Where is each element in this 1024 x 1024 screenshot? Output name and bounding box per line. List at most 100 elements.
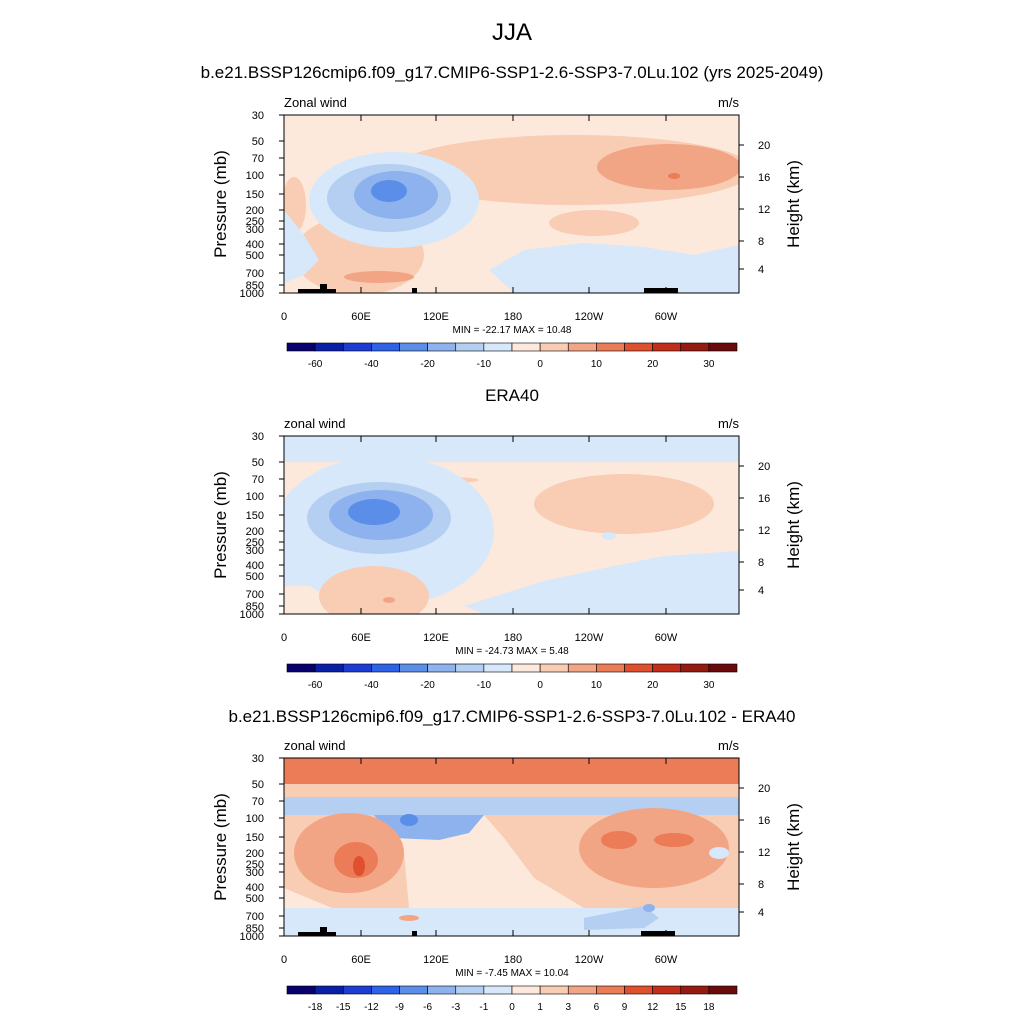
- contour-region: [709, 847, 729, 859]
- x-tick-label: 60E: [351, 954, 371, 966]
- colorbar-box: [708, 663, 738, 673]
- colorbar-label: 6: [594, 1002, 600, 1013]
- colorbar-box: [596, 985, 625, 995]
- y-tick-label: 850: [246, 280, 264, 292]
- y-axis-title: Pressure (mb): [211, 793, 230, 901]
- y-tick-label: 300: [246, 867, 264, 879]
- y-tick-label: 150: [246, 832, 264, 844]
- colorbar-box: [286, 985, 316, 995]
- colorbar-label: -6: [423, 1002, 432, 1013]
- colorbar-label: 20: [647, 359, 659, 370]
- x-tick-label: 180: [504, 311, 522, 323]
- y-tick-label: 400: [246, 882, 264, 894]
- colorbar-label: 0: [537, 680, 543, 691]
- y-tick-label: 70: [252, 153, 264, 165]
- colorbar-label: 20: [647, 680, 659, 691]
- colorbar-label: 1: [537, 1002, 543, 1013]
- y-tick-label: 850: [246, 923, 264, 935]
- y-tick-label: 1000: [240, 609, 264, 621]
- colorbar-box: [455, 985, 485, 995]
- contour-region: [489, 243, 739, 293]
- variable-label: zonal wind: [284, 738, 345, 753]
- min-max-stats: MIN = -24.73 MAX = 5.48: [455, 646, 569, 657]
- colorbar-label: -10: [477, 680, 492, 691]
- contour-region: [348, 499, 400, 525]
- x-tick-label: 0: [281, 311, 287, 323]
- colorbar-label: 12: [647, 1002, 659, 1013]
- contour-region: [353, 856, 365, 876]
- x-tick-label: 60E: [351, 632, 371, 644]
- panel-1-title: b.e21.BSSP126cmip6.f09_g17.CMIP6-SSP1-2.…: [200, 63, 824, 82]
- plot-area: [284, 115, 739, 293]
- plot-area: [284, 436, 739, 614]
- colorbar-label: 18: [703, 1002, 715, 1013]
- contour-region: [597, 144, 739, 190]
- colorbar-label: -3: [451, 1002, 460, 1013]
- x-tick-label: 120E: [423, 954, 449, 966]
- y-tick-label: 1000: [240, 288, 264, 300]
- x-tick-label: 0: [281, 632, 287, 644]
- y-tick-label: 300: [246, 224, 264, 236]
- plot-area: [284, 758, 739, 936]
- contour-region: [383, 597, 395, 603]
- y-tick-label: 30: [252, 753, 264, 765]
- x-tick-label: 60E: [351, 311, 371, 323]
- y-axis-title: Pressure (mb): [211, 471, 230, 579]
- colorbar-box: [399, 985, 428, 995]
- contour-region: [668, 173, 680, 179]
- y-right-tick-label: 4: [758, 907, 764, 919]
- contour-region: [643, 904, 655, 912]
- contour-region: [464, 551, 739, 614]
- colorbar-box: [708, 985, 738, 995]
- colorbar-box: [483, 985, 513, 995]
- contour-region: [584, 906, 659, 930]
- y-tick-label: 50: [252, 457, 264, 469]
- colorbar-box: [314, 985, 344, 995]
- colorbar-label: -10: [477, 359, 492, 370]
- contour-region: [549, 210, 639, 236]
- y-tick-label: 850: [246, 601, 264, 613]
- y-right-tick-label: 4: [758, 264, 764, 276]
- min-max-stats: MIN = -22.17 MAX = 10.48: [453, 325, 572, 336]
- colorbar-box: [680, 985, 710, 995]
- x-tick-label: 120E: [423, 311, 449, 323]
- y-tick-label: 70: [252, 796, 264, 808]
- colorbar-label: -9: [395, 1002, 404, 1013]
- y-tick-label: 400: [246, 560, 264, 572]
- colorbar-label: -1: [479, 1002, 488, 1013]
- contour-region: [601, 831, 637, 849]
- colorbar-label: 10: [591, 359, 603, 370]
- colorbar-label: -40: [364, 680, 379, 691]
- contour-region: [654, 833, 694, 847]
- y-right-tick-label: 12: [758, 204, 770, 216]
- main-title: JJA: [491, 19, 532, 46]
- variable-label: zonal wind: [284, 416, 345, 431]
- y-tick-label: 50: [252, 136, 264, 148]
- contour-region: [369, 815, 484, 840]
- y-right-tick-label: 20: [758, 783, 770, 795]
- x-tick-label: 60W: [655, 632, 678, 644]
- colorbar-box: [371, 985, 400, 995]
- y-tick-label: 700: [246, 589, 264, 601]
- colorbar-label: 15: [675, 1002, 687, 1013]
- colorbar-label: -60: [308, 680, 323, 691]
- y-right-tick-label: 12: [758, 847, 770, 859]
- y-right-axis-title: Height (km): [784, 481, 803, 569]
- colorbar-label: -20: [420, 680, 435, 691]
- colorbar-label: 9: [622, 1002, 628, 1013]
- colorbar-box: [539, 985, 569, 995]
- x-tick-label: 60W: [655, 954, 678, 966]
- colorbar-label: -60: [308, 359, 323, 370]
- x-tick-label: 120E: [423, 632, 449, 644]
- land-mask: [298, 289, 336, 293]
- colorbar-label: -12: [364, 1002, 379, 1013]
- y-right-tick-label: 20: [758, 140, 770, 152]
- colorbar-box: [652, 985, 682, 995]
- plot-frame: [283, 114, 740, 294]
- y-axis-title: Pressure (mb): [211, 150, 230, 258]
- contour-region: [284, 436, 739, 462]
- plot-frame: [283, 435, 740, 615]
- y-tick-label: 100: [246, 491, 264, 503]
- contour-region: [284, 784, 739, 797]
